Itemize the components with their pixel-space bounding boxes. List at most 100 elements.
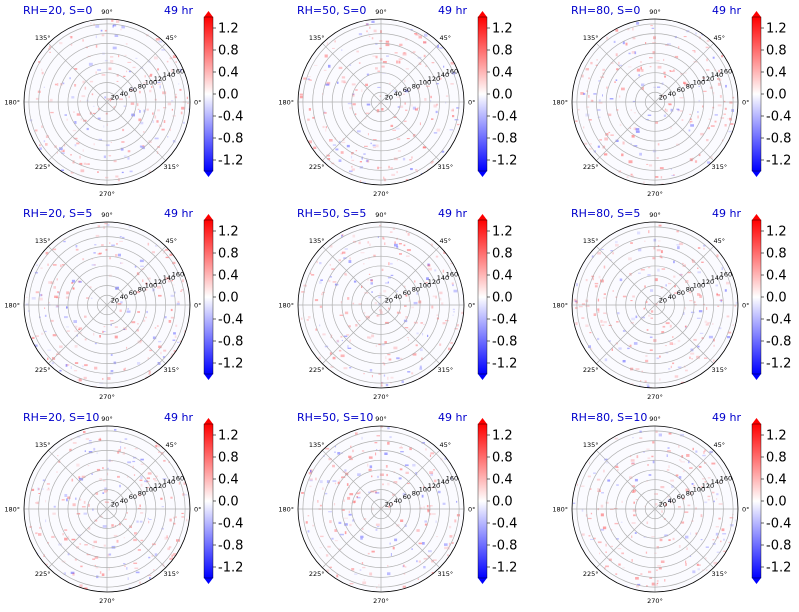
angle-tick-label: 225° [35, 366, 51, 374]
colorbar-tick-label: 0.8 [218, 44, 239, 59]
angle-tick-label: 45° [714, 237, 726, 245]
angle-tick-label: 0° [194, 506, 201, 514]
radial-tick-label: 140 [163, 478, 175, 486]
radial-tick-label: 120 [154, 75, 166, 83]
radial-tick-label: 40 [394, 293, 402, 301]
colorbar-tick-label: -0.4 [766, 313, 791, 328]
angle-tick-label: 90° [101, 211, 113, 219]
colorbar-body [478, 424, 487, 578]
radial-tick-label: 160 [172, 474, 184, 482]
angle-tick-label: 45° [440, 34, 452, 42]
angular-gridline [48, 43, 108, 103]
colorbar-tick-label: 0.0 [492, 495, 513, 510]
radial-tick-label: 100 [145, 282, 157, 290]
colorbar-tick-label: -0.8 [218, 335, 243, 350]
radial-tick-label: 120 [428, 75, 440, 83]
angle-tick-label: 315° [711, 570, 727, 578]
radial-tick-label: 140 [711, 71, 723, 79]
angular-gridline [322, 43, 382, 103]
polar-frame [571, 221, 739, 389]
colorbar-tick-label: -0.4 [492, 313, 517, 328]
polar-frame [23, 425, 191, 593]
colorbar-extend-top [204, 11, 213, 17]
angle-tick-label: 270° [373, 393, 389, 401]
radial-tick-label: 80 [686, 489, 694, 497]
angle-tick-label: 270° [373, 190, 389, 198]
radial-tick-label: 160 [446, 67, 458, 75]
colorbar-body [204, 17, 213, 171]
angle-tick-label: 180° [278, 99, 294, 107]
angular-gridline [106, 246, 166, 306]
colorbar-body [478, 220, 487, 374]
colorbar-extend-bottom [478, 374, 487, 380]
colorbar: 1.2 0.8 0.4 0.0 -0.4 -0.8 -1.2 [203, 418, 243, 584]
angular-gridline [654, 246, 714, 306]
colorbar-tick-label: 1.2 [766, 22, 787, 37]
angle-tick-label: 135° [583, 441, 599, 449]
radial-tick-label: 160 [172, 270, 184, 278]
colorbar-tick-label: 0.8 [766, 44, 787, 59]
colorbar-tick-label: 0.4 [492, 66, 513, 81]
angle-tick-label: 135° [35, 34, 51, 42]
panel-time-label: 49 hr [164, 411, 193, 424]
angular-gridline [654, 101, 714, 161]
panel-title: RH=80, S=10 [571, 411, 647, 424]
polar-frame [297, 18, 465, 186]
angular-gridline [48, 508, 108, 568]
colorbar-body [752, 424, 761, 578]
angle-tick-label: 180° [552, 302, 568, 310]
angle-tick-label: 90° [375, 415, 387, 423]
panel-title: RH=50, S=0 [297, 4, 366, 17]
radial-tick-label: 20 [385, 501, 393, 509]
panel-time-label: 49 hr [712, 207, 741, 220]
colorbar-tick-label: 0.8 [218, 451, 239, 466]
radial-tick-label: 80 [138, 489, 146, 497]
angular-gridline [322, 304, 382, 364]
radial-tick-label: 100 [419, 486, 431, 494]
angle-tick-label: 45° [166, 441, 178, 449]
colorbar-tick-label: 1.2 [218, 429, 239, 444]
colorbar: 1.2 0.8 0.4 0.0 -0.4 -0.8 -1.2 [477, 11, 517, 177]
radial-tick-label: 140 [437, 274, 449, 282]
angle-tick-label: 180° [4, 302, 20, 310]
radial-tick-label: 120 [428, 278, 440, 286]
radial-tick-label: 160 [720, 474, 732, 482]
angle-tick-label: 135° [35, 237, 51, 245]
angular-gridline [48, 101, 108, 161]
radial-tick-label: 140 [437, 478, 449, 486]
angular-gridline [106, 43, 166, 103]
colorbar-body [752, 220, 761, 374]
radial-tick-label: 40 [120, 497, 128, 505]
colorbar: 1.2 0.8 0.4 0.0 -0.4 -0.8 -1.2 [477, 418, 517, 584]
colorbar-extend-top [478, 214, 487, 220]
colorbar-tick-label: -1.2 [218, 154, 243, 169]
colorbar-extend-bottom [204, 578, 213, 584]
angular-gridline [596, 246, 656, 306]
angular-gridline [322, 101, 382, 161]
colorbar-tick-label: 0.0 [492, 291, 513, 306]
radial-tick-label: 80 [138, 82, 146, 90]
radial-tick-label: 160 [720, 270, 732, 278]
angular-gridline [596, 304, 656, 364]
angular-gridline [48, 246, 108, 306]
radial-tick-label: 140 [711, 274, 723, 282]
polar-frame [571, 18, 739, 186]
radial-tick-label: 60 [403, 493, 411, 501]
angle-tick-label: 315° [437, 163, 453, 171]
angle-tick-label: 45° [714, 441, 726, 449]
angle-tick-label: 135° [583, 34, 599, 42]
colorbar-tick-label: 0.8 [492, 247, 513, 262]
angle-tick-label: 135° [583, 237, 599, 245]
angle-tick-label: 45° [166, 34, 178, 42]
angular-gridline [380, 246, 440, 306]
angle-tick-label: 315° [711, 366, 727, 374]
radial-tick-label: 80 [412, 489, 420, 497]
colorbar-extend-bottom [752, 171, 761, 177]
angle-tick-label: 225° [583, 163, 599, 171]
radial-tick-label: 140 [163, 71, 175, 79]
colorbar-tick-label: -0.4 [766, 517, 791, 532]
radial-tick-label: 60 [403, 289, 411, 297]
radial-tick-label: 80 [686, 285, 694, 293]
